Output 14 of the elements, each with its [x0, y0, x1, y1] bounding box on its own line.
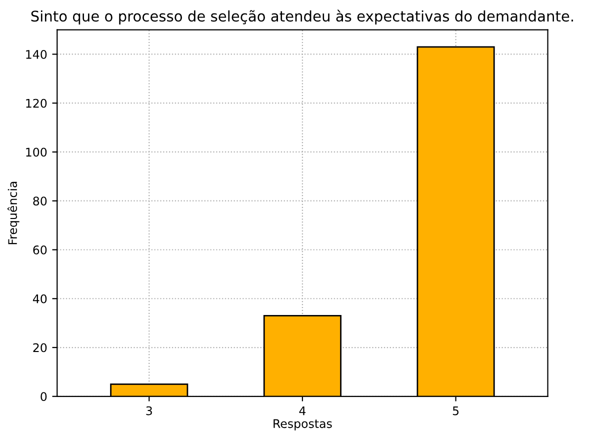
y-tick-label: 20 [33, 343, 47, 352]
y-tick-label: 40 [32, 294, 47, 304]
y-tick-label: 60 [33, 245, 47, 254]
y-tick-label: 0 [40, 392, 47, 402]
chart-title: Sinto que o processo de seleção atendeu às expectativas do demandante. [31, 10, 573, 24]
x-axis-title: Respostas [274, 419, 332, 430]
y-tick-label: 120 [26, 98, 47, 108]
x-tick-label: 5 [452, 406, 458, 416]
x-tick-label: 3 [146, 406, 152, 416]
x-tick-label: 4 [299, 406, 306, 416]
y-tick-label: 140 [26, 50, 47, 59]
y-tick-label: 100 [26, 148, 47, 157]
y-axis-title: Frequência [7, 182, 20, 244]
y-tick-label: 80 [33, 196, 47, 206]
